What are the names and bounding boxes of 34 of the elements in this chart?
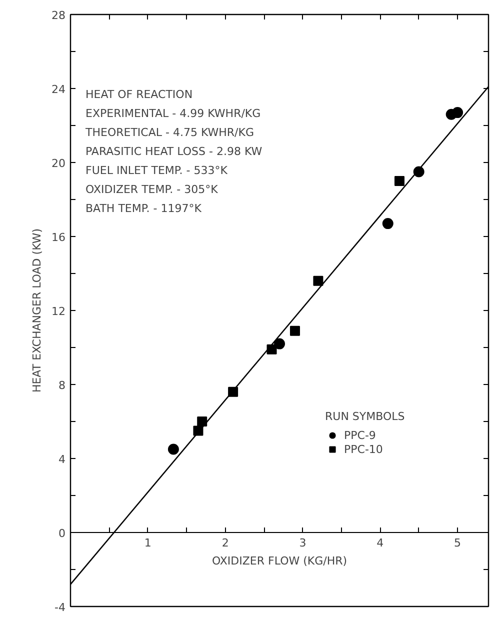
x-tick-label: 2	[222, 536, 229, 550]
y-tick-label: 28	[52, 9, 66, 22]
point	[290, 326, 300, 336]
y-tick-label: 16	[52, 231, 66, 244]
point	[452, 107, 464, 118]
annotation: BATH TEMP. - 1197°K	[86, 202, 202, 215]
annotation: THEORETICAL - 4.75 KWHR/KG	[84, 126, 254, 139]
y-tick-label: 8	[58, 379, 66, 392]
x-tick-label: 1	[144, 536, 152, 550]
point	[266, 344, 277, 354]
y-tick-label: 0	[58, 527, 66, 540]
annotation: PARASITIC HEAT LOSS - 2.98 KW	[86, 145, 262, 158]
y-tick-label: 12	[52, 305, 66, 318]
y-tick-label: -4	[54, 601, 66, 614]
x-tick-label: 4	[376, 536, 384, 550]
legend-label: PPC-9	[344, 428, 376, 442]
point	[197, 416, 208, 426]
point	[382, 218, 394, 230]
annotation: FUEL INLET TEMP. - 533°K	[86, 164, 228, 177]
x-tick-label: 5	[454, 536, 462, 550]
point	[394, 176, 404, 186]
y-tick-label: 4	[58, 453, 66, 466]
point	[313, 276, 324, 286]
y-tick-label: 20	[52, 157, 66, 170]
y-axis-title: HEAT EXCHANGER LOAD (KW)	[30, 228, 44, 393]
x-tick-label: 3	[299, 536, 306, 550]
annotation: EXPERIMENTAL - 4.99 KWHR/KG	[86, 107, 261, 120]
legend-label: PPC-10	[344, 442, 383, 456]
annotation: HEAT OF REACTION	[86, 88, 193, 101]
x-axis-title: OXIDIZER FLOW (KG/HR)	[212, 554, 348, 568]
y-tick-label: 24	[52, 83, 66, 96]
annotation: OXIDIZER TEMP. - 305°K	[86, 183, 219, 196]
point	[168, 444, 179, 455]
legend-title: RUN SYMBOLS	[325, 410, 405, 423]
